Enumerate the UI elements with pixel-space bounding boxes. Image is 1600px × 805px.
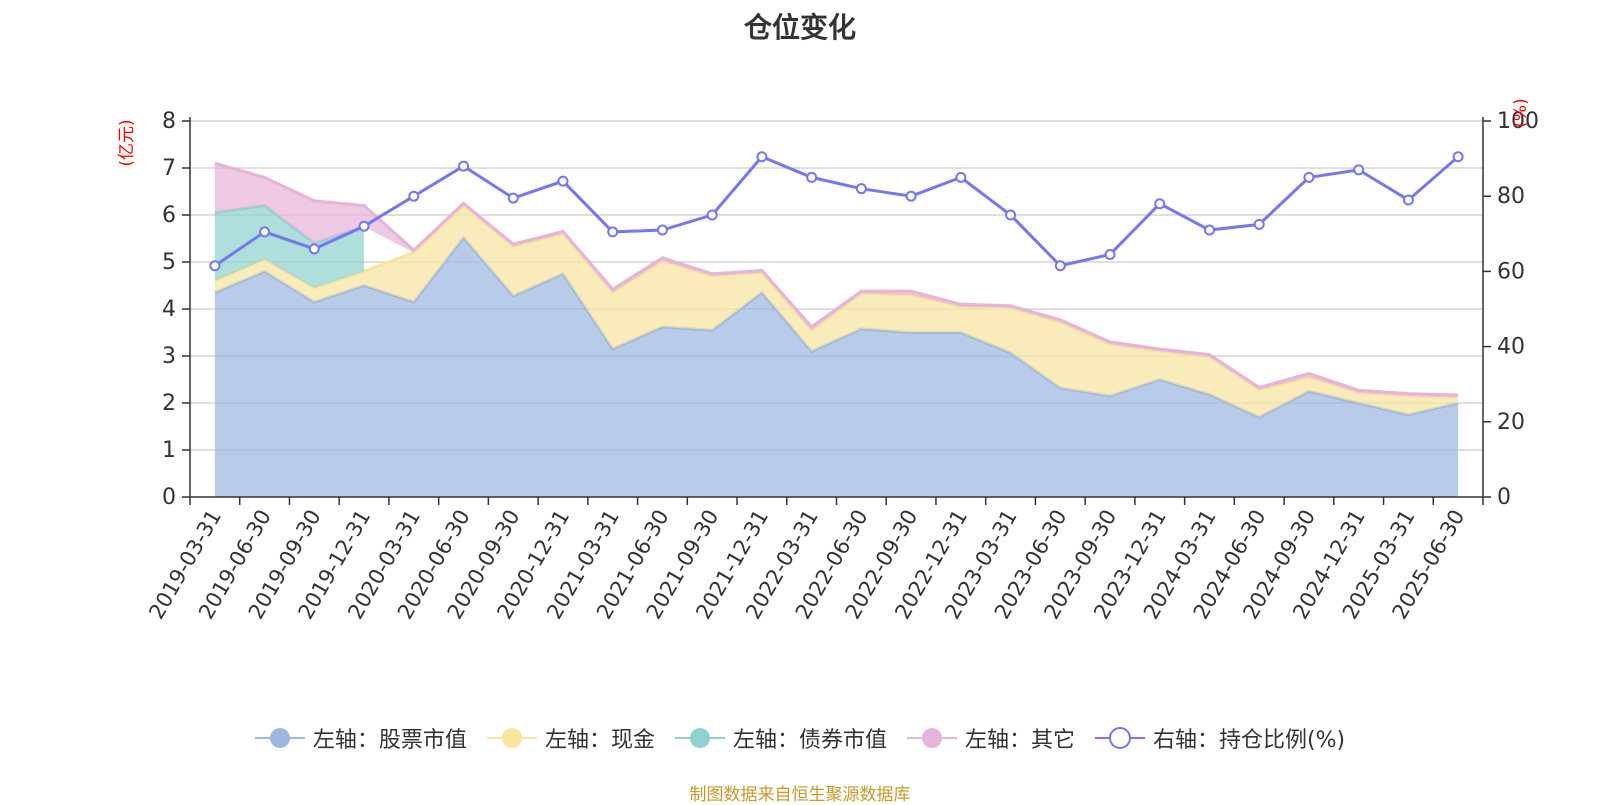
area-edge-3 [214,161,1459,397]
ratio-point [1154,198,1166,210]
ratio-point [358,220,370,232]
source-note: 制图数据来自恒生聚源数据库 [689,785,911,805]
left-axis-tick-label: 7 [162,156,176,181]
ratio-point [607,226,619,238]
area-0 [214,237,1459,497]
right-axis-tick-label: 100 [1497,109,1539,134]
ratio-point [1303,171,1315,183]
legend-stock-swatch [254,728,305,748]
left-axis-tick-label: 0 [162,485,176,510]
left-axis-tick-label: 1 [162,438,176,463]
ratio-point [458,160,470,172]
ratio-point [507,192,519,204]
legend-cash-label: 左轴：现金 [544,728,655,753]
legend-ratio-label: 右轴：持仓比例(%) [1152,728,1346,753]
ratio-point [259,226,271,238]
ratio-point [1054,260,1066,272]
right-axis-tick-label: 0 [1497,485,1511,510]
left-axis-unit-label: (亿元) [117,119,137,166]
area-2 [214,205,365,288]
right-axis-tick-label: 80 [1497,184,1525,209]
legend-bond-swatch [674,728,725,748]
ratio-point [656,224,668,236]
ratio-point [1452,151,1464,163]
chart-title: 仓位变化 [743,11,856,44]
ratio-point [1203,224,1215,236]
ratio-line-layer [209,151,1464,272]
area-1 [214,205,1459,418]
legend-item-other[interactable]: 左轴：其它 [906,722,1075,754]
right-axis-tick-label: 60 [1497,259,1525,284]
left-axis-tick-label: 4 [162,297,176,322]
legend-item-stock[interactable]: 左轴：股票市值 [254,722,467,754]
ratio-point [706,209,718,221]
ratio-point [905,190,917,202]
legend-stock-label: 左轴：股票市值 [312,728,467,753]
left-axis-tick-label: 6 [162,203,176,228]
legend-item-ratio[interactable]: 右轴：持仓比例(%) [1094,722,1346,754]
legend-other-label: 左轴：其它 [964,728,1075,753]
legend: 左轴：股票市值 左轴：现金 左轴：债券市值 左轴：其它 右轴：持仓比例(%) [0,722,1600,754]
left-axis-tick-label: 3 [162,344,176,369]
ratio-point [209,260,221,272]
ratio-point [756,151,768,163]
ratio-point [1253,218,1265,230]
ratio-point [1104,248,1116,260]
ratio-line [214,154,1460,268]
right-axis-tick-label: 20 [1497,410,1525,435]
ratio-point [955,171,967,183]
legend-item-cash[interactable]: 左轴：现金 [486,722,655,754]
ratio-point [408,190,420,202]
ratio-point [1353,164,1365,176]
ratio-point [855,183,867,195]
area-layers [214,161,1459,497]
legend-bond-label: 左轴：债券市值 [732,728,887,753]
legend-other-swatch [906,728,957,748]
ratio-point [806,171,818,183]
legend-ratio-swatch [1094,727,1145,749]
legend-item-bond[interactable]: 左轴：债券市值 [674,722,887,754]
left-axis-tick-label: 2 [162,391,176,416]
ratio-point [1402,194,1414,206]
left-axis-tick-label: 8 [162,109,176,134]
legend-cash-swatch [486,728,537,748]
ratio-point [1005,209,1017,221]
right-axis-tick-label: 40 [1497,335,1525,360]
right-axis-unit-label: (%) [1511,98,1531,127]
left-axis-tick-label: 5 [162,250,176,275]
ratio-point [308,243,320,255]
ratio-point [557,175,569,187]
